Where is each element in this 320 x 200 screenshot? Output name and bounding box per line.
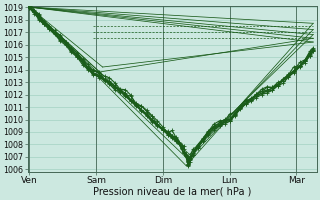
X-axis label: Pression niveau de la mer( hPa ): Pression niveau de la mer( hPa ) [93, 187, 251, 197]
